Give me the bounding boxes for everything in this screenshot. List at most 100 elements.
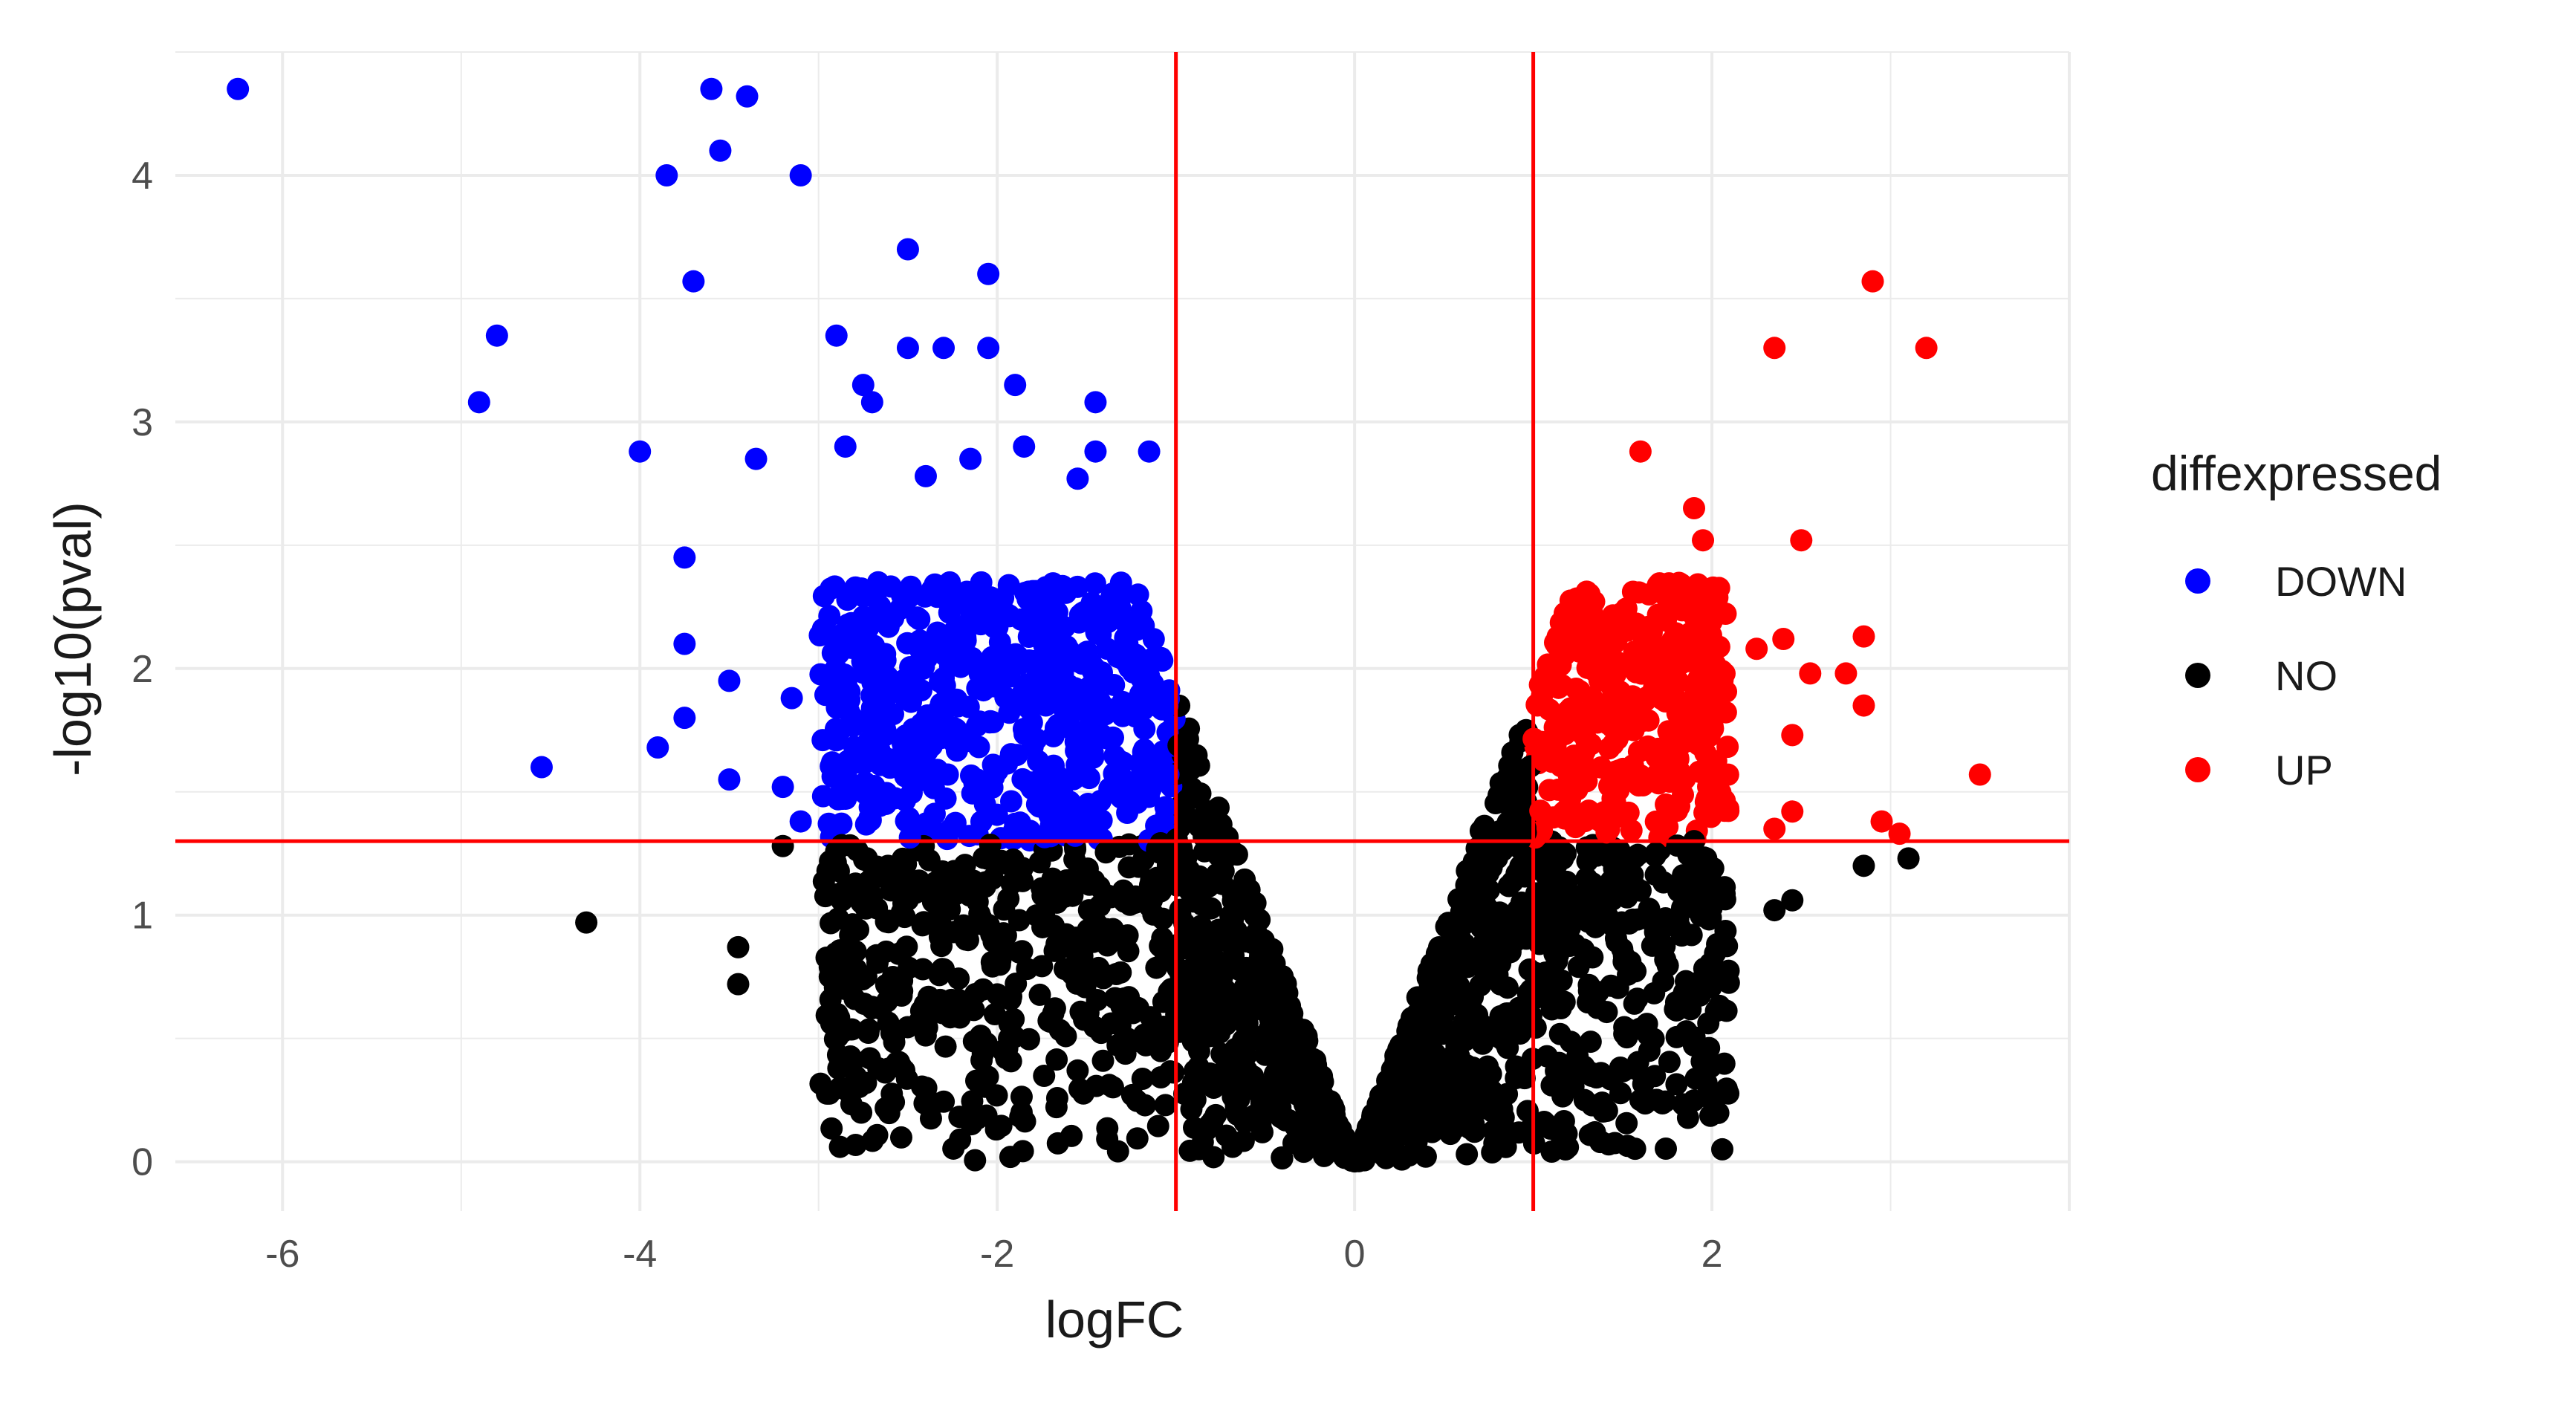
data-point: [932, 337, 956, 360]
data-point: [1109, 571, 1132, 594]
data-point: [1083, 572, 1106, 595]
data-point: [1494, 1135, 1517, 1158]
data-point: [818, 1082, 841, 1105]
data-point: [964, 982, 987, 1005]
data-point: [1013, 435, 1036, 458]
data-point: [1149, 831, 1172, 854]
data-point: [1078, 767, 1101, 790]
data-point: [1621, 580, 1644, 603]
data-point: [1673, 981, 1696, 1004]
data-point: [1306, 1062, 1329, 1085]
data-point: [1432, 1059, 1455, 1083]
data-point: [1714, 701, 1737, 724]
data-point: [1632, 710, 1655, 733]
data-point: [893, 681, 916, 704]
data-point: [820, 577, 843, 600]
data-point: [1600, 667, 1623, 690]
data-point: [986, 616, 1009, 639]
data-point: [1615, 763, 1638, 786]
data-point: [1668, 875, 1691, 898]
data-point: [1190, 893, 1213, 916]
data-point: [1482, 1083, 1505, 1106]
data-point: [1031, 877, 1054, 900]
y-tick-label: 3: [132, 401, 153, 444]
data-point: [844, 1134, 867, 1157]
data-point: [1025, 793, 1048, 816]
data-point: [994, 924, 1017, 947]
data-point: [727, 973, 750, 996]
data-point: [1575, 770, 1598, 793]
data-point: [997, 574, 1020, 597]
tick-labels: -6 -4 -2 0 2 0 1 2 3 4: [132, 155, 1722, 1276]
data-point: [1665, 999, 1688, 1022]
data-point: [1224, 1091, 1247, 1114]
data-point: [912, 911, 935, 934]
data-point: [1398, 1072, 1421, 1095]
data-point: [1707, 1101, 1730, 1124]
data-point: [1195, 1119, 1218, 1142]
data-point: [898, 956, 921, 979]
data-point: [933, 674, 956, 697]
data-point: [1193, 840, 1216, 863]
data-point: [1577, 979, 1600, 1002]
data-point: [1409, 1052, 1432, 1075]
data-point: [1692, 529, 1715, 552]
data-point: [718, 669, 741, 692]
data-point: [1133, 718, 1156, 741]
data-point: [1008, 811, 1031, 834]
data-point: [1700, 610, 1723, 633]
data-point: [1716, 763, 1739, 786]
data-point: [1591, 1091, 1614, 1114]
y-axis-title: -log10(pval): [44, 502, 102, 776]
data-point: [1644, 863, 1667, 886]
data-point: [1096, 1128, 1119, 1151]
data-point: [825, 324, 848, 347]
data-point: [1477, 840, 1500, 863]
data-point: [1231, 1029, 1254, 1052]
data-point: [851, 968, 874, 991]
data-point: [894, 789, 917, 812]
data-point: [977, 674, 1000, 697]
data-point: [1249, 944, 1272, 967]
data-point: [866, 728, 889, 751]
data-point: [1654, 580, 1677, 603]
data-point: [629, 440, 652, 463]
data-point: [1233, 976, 1256, 999]
data-point: [1045, 1048, 1068, 1071]
data-point: [1799, 662, 1822, 685]
data-point: [1707, 577, 1730, 600]
data-point: [1169, 898, 1192, 921]
data-point: [1596, 692, 1619, 715]
data-point: [906, 606, 929, 629]
data-point: [1248, 909, 1271, 932]
data-point: [1571, 722, 1594, 745]
data-point: [1763, 899, 1786, 922]
data-point: [979, 834, 1002, 857]
data-point: [934, 787, 957, 810]
data-point: [965, 714, 988, 737]
data-point: [858, 1047, 881, 1070]
data-point: [227, 77, 250, 100]
data-point: [1103, 987, 1126, 1010]
data-point: [828, 784, 851, 807]
data-point: [1852, 694, 1875, 717]
data-point: [1600, 612, 1623, 635]
data-point: [1078, 873, 1101, 896]
data-point: [1615, 1111, 1638, 1135]
data-point: [1427, 939, 1450, 962]
data-point: [575, 911, 598, 934]
data-point: [1204, 1022, 1227, 1045]
data-point: [1667, 747, 1690, 770]
data-point: [1123, 891, 1146, 914]
data-point: [1489, 973, 1512, 996]
data-point: [928, 925, 951, 948]
data-point: [917, 756, 940, 779]
legend-key: [2185, 757, 2210, 782]
data-point: [771, 834, 794, 857]
data-point: [1561, 886, 1584, 909]
data-point: [1613, 1016, 1636, 1039]
data-point: [843, 987, 866, 1010]
data-point: [1016, 958, 1039, 981]
data-point: [1189, 941, 1212, 964]
data-point: [700, 77, 723, 100]
